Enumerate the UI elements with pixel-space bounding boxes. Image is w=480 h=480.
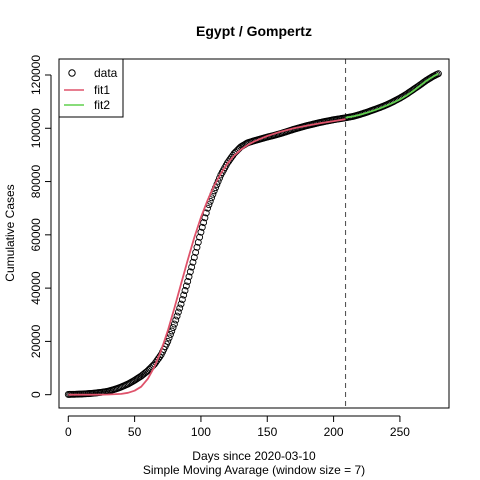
chart-title: Egypt / Gompertz	[196, 23, 312, 39]
plot-frame	[58, 58, 450, 409]
series-data-points	[64, 70, 442, 398]
x-axis-sublabel: Simple Moving Avarage (window size = 7)	[143, 463, 365, 477]
data-point	[434, 70, 442, 78]
x-axis-label: Days since 2020-03-10	[192, 449, 316, 463]
y-tick-label: 80000	[29, 165, 43, 199]
x-tick-label: 250	[390, 425, 410, 439]
x-tick-label: 150	[257, 425, 277, 439]
data-point	[176, 304, 184, 312]
y-axis-label: Cumulative Cases	[3, 184, 17, 281]
data-point	[200, 219, 208, 227]
legend-fit2-label: fit2	[94, 98, 110, 112]
x-tick-label: 50	[128, 425, 142, 439]
data-point	[197, 228, 205, 236]
legend-data-symbol	[68, 69, 76, 77]
data-point	[189, 258, 197, 266]
data-point	[181, 287, 189, 294]
legend: data fit1 fit2	[58, 58, 124, 118]
data-point	[196, 233, 204, 241]
y-tick-label: 40000	[29, 271, 43, 305]
x-tick-label: 100	[191, 425, 211, 439]
data-point	[169, 324, 177, 331]
data-point	[194, 238, 202, 246]
y-tick-label: 100000	[29, 108, 43, 148]
data-point	[173, 312, 181, 320]
data-point	[198, 223, 206, 231]
y-tick-label: 120000	[29, 55, 43, 95]
data-point	[182, 282, 190, 290]
series-fit1-line	[68, 118, 346, 396]
x-tick-label: 0	[65, 425, 72, 439]
data-point	[190, 254, 198, 261]
plot-area	[64, 59, 442, 408]
data-point	[193, 243, 201, 251]
data-point	[170, 320, 178, 328]
data-point	[186, 268, 194, 276]
data-point	[185, 273, 193, 281]
x-tick-label: 200	[324, 425, 344, 439]
legend-data-label: data	[94, 66, 118, 80]
y-tick-label: 20000	[29, 324, 43, 358]
legend-box	[58, 58, 124, 118]
data-point	[184, 278, 192, 285]
data-point	[174, 308, 182, 316]
y-tick-label: 0	[29, 391, 43, 398]
series-fit2-line	[345, 72, 439, 119]
legend-fit1-label: fit1	[94, 83, 110, 97]
data-point	[178, 296, 186, 304]
data-point	[180, 291, 188, 299]
data-point	[177, 300, 185, 308]
data-point	[188, 263, 196, 271]
data-point	[166, 331, 174, 338]
data-point	[172, 316, 180, 324]
data-point	[201, 214, 209, 222]
data-point	[168, 327, 176, 335]
y-tick-label: 60000	[29, 218, 43, 252]
data-point	[192, 248, 200, 256]
